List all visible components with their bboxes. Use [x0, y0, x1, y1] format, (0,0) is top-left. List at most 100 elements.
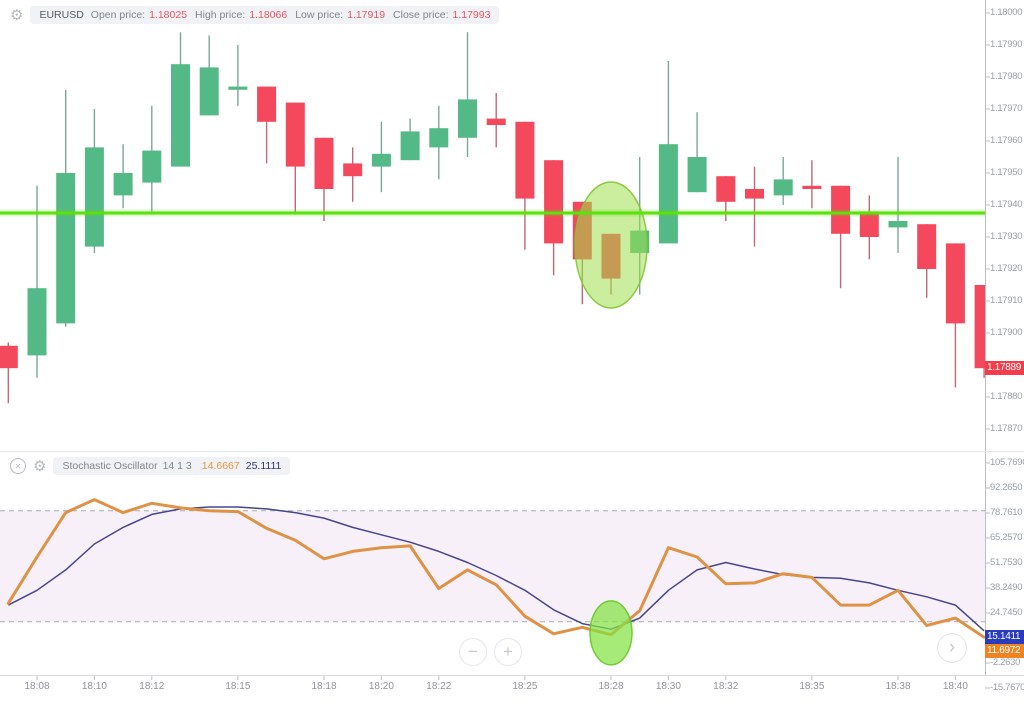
candle: [56, 89, 76, 327]
candle-body: [113, 173, 133, 196]
candle-body: [228, 86, 248, 90]
stoch-params: 14 1 3: [162, 460, 192, 472]
highlight-ellipse-price[interactable]: [574, 181, 648, 309]
price-tick-label: 1.18000: [990, 7, 1023, 18]
candle: [945, 243, 965, 388]
candle-body: [84, 147, 104, 247]
time-axis-background: [0, 675, 1024, 701]
candle: [27, 185, 47, 378]
stoch-title: Stochastic Oscillator: [62, 460, 158, 472]
candle-body: [802, 185, 822, 189]
high-price-label: High price:: [195, 9, 246, 21]
candle-body: [658, 144, 678, 244]
low-price-value: 1.17919: [347, 9, 386, 21]
candle: [113, 144, 133, 209]
candle-body: [171, 64, 190, 167]
time-tick-label: 18:38: [885, 681, 911, 692]
price-tick-label: 1.17880: [990, 391, 1023, 402]
candle-body: [716, 176, 736, 202]
candle: [228, 45, 248, 106]
zoom-out-button[interactable]: −: [459, 638, 487, 666]
candle-body: [0, 345, 18, 369]
gear-icon[interactable]: ⚙: [10, 6, 24, 24]
price-pane-legend: ⚙ EURUSD Open price: 1.18025 High price:…: [10, 6, 500, 24]
time-tick-label: 18:35: [799, 681, 825, 692]
stoch-tick-label: 78.7610: [990, 507, 1023, 518]
candle: [544, 160, 564, 276]
candle: [458, 32, 477, 157]
close-icon[interactable]: ✕: [10, 458, 26, 474]
candle: [171, 32, 190, 167]
time-tick-label: 18:15: [225, 681, 251, 692]
current-price-label: 1.17889: [985, 361, 1024, 375]
candle-body: [257, 86, 277, 122]
price-tick-label: 1.17910: [990, 295, 1023, 306]
zoom-in-button[interactable]: +: [494, 638, 522, 666]
close-price-value: 1.17993: [452, 9, 491, 21]
time-tick-label: 18:32: [713, 681, 739, 692]
candle: [687, 112, 707, 193]
candle-body: [544, 160, 564, 244]
candle: [515, 121, 535, 250]
close-price-label: Close price:: [393, 9, 449, 21]
candle-body: [831, 185, 851, 234]
time-tick-label: 18:08: [24, 681, 50, 692]
candle-body: [429, 128, 449, 148]
candle: [0, 342, 18, 404]
candle: [802, 160, 822, 209]
candle-body: [27, 288, 47, 356]
candle: [371, 121, 391, 193]
candle-body: [859, 211, 879, 237]
scroll-right-button[interactable]: ›: [937, 633, 967, 663]
candle: [142, 105, 162, 212]
candle-body: [458, 99, 477, 138]
price-tick-label: 1.17960: [990, 135, 1023, 146]
high-price-value: 1.18066: [249, 9, 288, 21]
stoch-k-line: [6, 498, 986, 639]
candle: [199, 35, 219, 116]
candle-body: [199, 67, 219, 116]
stoch-tick-label: -15.7670: [990, 682, 1024, 693]
price-tick-label: 1.17870: [990, 423, 1023, 434]
candle: [257, 86, 277, 164]
symbol-label: EURUSD: [39, 9, 84, 21]
candle: [888, 157, 908, 253]
stoch-legend-pill: Stochastic Oscillator 14 1 3 14.6667 25.…: [53, 457, 291, 475]
price-tick-label: 1.17920: [990, 263, 1023, 274]
gear-icon[interactable]: ⚙: [33, 457, 47, 475]
candle-body: [687, 157, 707, 193]
price-tick-label: 1.17950: [990, 167, 1023, 178]
candle: [343, 147, 363, 202]
candle-body: [400, 131, 420, 161]
open-price-value: 1.18025: [149, 9, 188, 21]
candle: [429, 105, 449, 180]
candle-body: [371, 153, 391, 167]
stoch-d-value-label: 15.1411: [985, 630, 1024, 644]
candle-body: [773, 179, 793, 196]
price-legend-pill: EURUSD Open price: 1.18025 High price: 1…: [30, 6, 500, 24]
stoch-pane-legend: ✕ ⚙ Stochastic Oscillator 14 1 3 14.6667…: [10, 457, 291, 475]
time-tick-label: 18:20: [368, 681, 394, 692]
candle-body: [745, 189, 764, 199]
candle: [314, 137, 334, 221]
time-tick-label: 18:30: [655, 681, 681, 692]
candle-body: [945, 243, 965, 324]
stoch-tick-label: 105.7690: [990, 457, 1024, 468]
price-tick-label: 1.17930: [990, 231, 1023, 242]
candle-body: [56, 173, 76, 324]
candle-body: [888, 221, 908, 228]
price-tick-label: 1.17980: [990, 71, 1023, 82]
highlight-ellipse-stoch[interactable]: [589, 600, 633, 666]
time-tick-label: 18:10: [81, 681, 107, 692]
candle: [285, 102, 305, 215]
price-axis-background: [985, 0, 1024, 701]
stoch-tick-label: 92.2650: [990, 482, 1023, 493]
price-tick-label: 1.17900: [990, 327, 1023, 338]
price-tick-label: 1.17990: [990, 39, 1023, 50]
candle-body: [515, 121, 535, 199]
candle-body: [486, 118, 506, 125]
stoch-tick-label: -2.2630: [990, 657, 1021, 668]
time-tick-label: 18:40: [942, 681, 968, 692]
candle: [831, 185, 851, 289]
